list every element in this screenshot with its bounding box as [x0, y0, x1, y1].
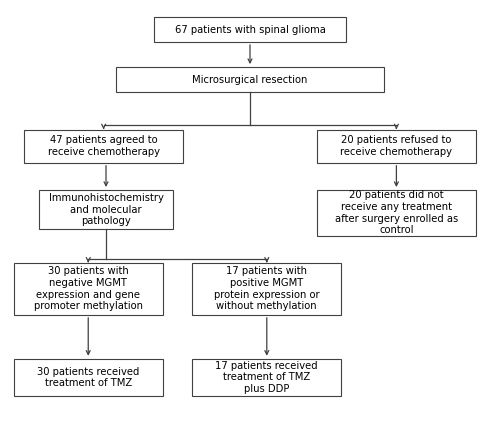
FancyBboxPatch shape: [24, 129, 183, 163]
Text: 17 patients with
positive MGMT
protein expression or
without methylation: 17 patients with positive MGMT protein e…: [214, 266, 320, 311]
FancyBboxPatch shape: [14, 358, 162, 396]
FancyBboxPatch shape: [192, 358, 341, 396]
Text: 30 patients received
treatment of TMZ: 30 patients received treatment of TMZ: [37, 367, 140, 388]
FancyBboxPatch shape: [39, 190, 173, 230]
FancyBboxPatch shape: [14, 263, 162, 315]
Text: 30 patients with
negative MGMT
expression and gene
promoter methylation: 30 patients with negative MGMT expressio…: [34, 266, 142, 311]
FancyBboxPatch shape: [154, 17, 346, 42]
Text: 20 patients did not
receive any treatment
after surgery enrolled as
control: 20 patients did not receive any treatmen…: [335, 191, 458, 235]
FancyBboxPatch shape: [317, 190, 476, 236]
Text: 17 patients received
treatment of TMZ
plus DDP: 17 patients received treatment of TMZ pl…: [216, 361, 318, 394]
Text: 47 patients agreed to
receive chemotherapy: 47 patients agreed to receive chemothera…: [48, 135, 160, 157]
Text: Immunohistochemistry
and molecular
pathology: Immunohistochemistry and molecular patho…: [48, 193, 164, 226]
Text: 67 patients with spinal glioma: 67 patients with spinal glioma: [174, 24, 326, 35]
Text: Microsurgical resection: Microsurgical resection: [192, 75, 308, 85]
FancyBboxPatch shape: [317, 129, 476, 163]
FancyBboxPatch shape: [116, 67, 384, 92]
Text: 20 patients refused to
receive chemotherapy: 20 patients refused to receive chemother…: [340, 135, 452, 157]
FancyBboxPatch shape: [192, 263, 341, 315]
